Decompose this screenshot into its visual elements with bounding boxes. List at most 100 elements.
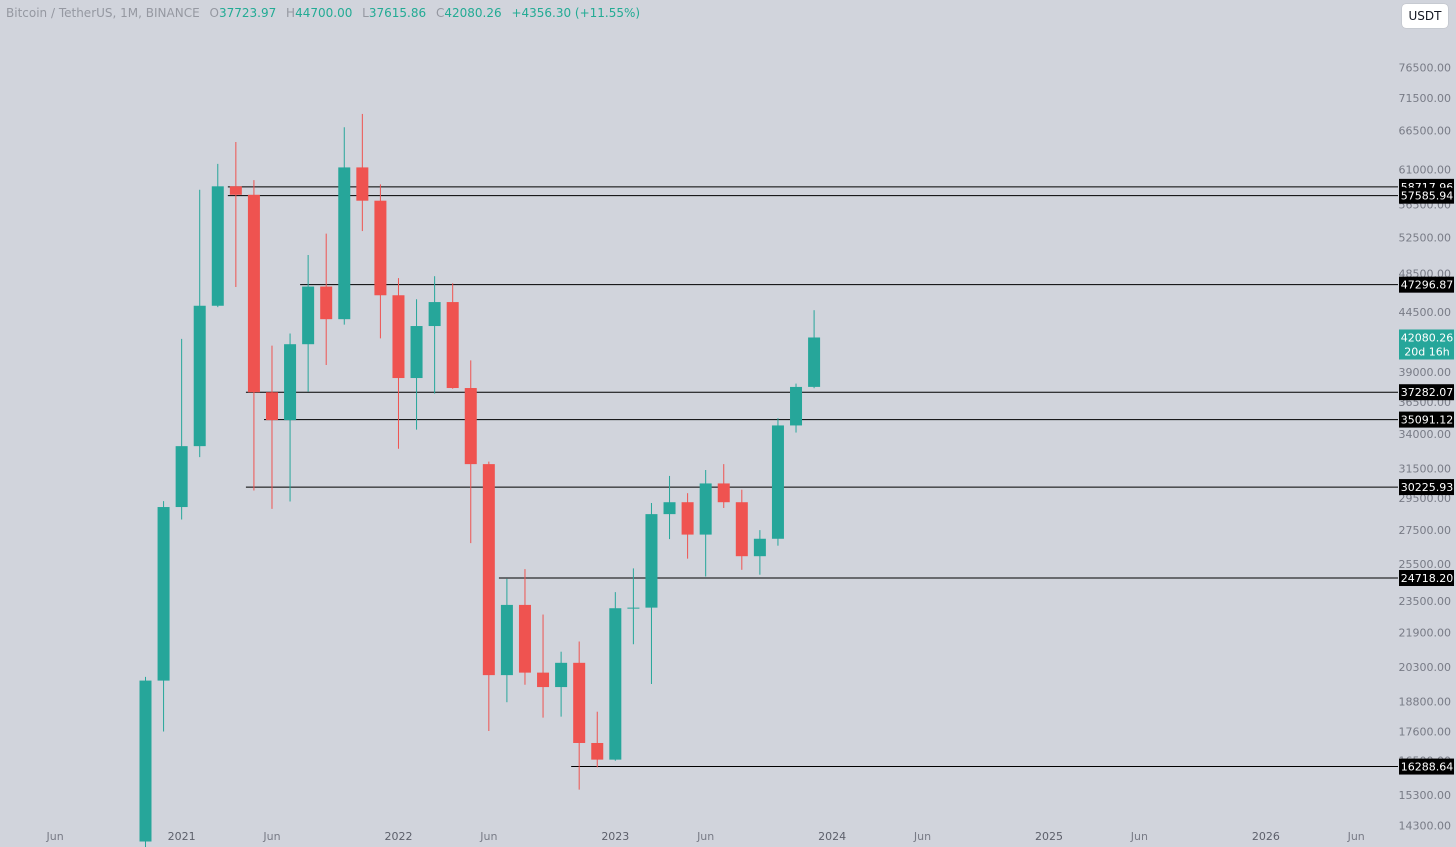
level-lines (227, 186, 1398, 768)
candle-body[interactable] (284, 344, 297, 421)
candle-body[interactable] (446, 302, 459, 389)
price-tick-label: 34000.00 (1399, 428, 1452, 441)
time-tick-label: Jun (913, 830, 931, 843)
candle-body[interactable] (356, 167, 369, 201)
candle-body[interactable] (157, 507, 170, 681)
candle-body[interactable] (681, 502, 694, 535)
level-price-badge (1399, 570, 1454, 587)
candle-body[interactable] (500, 604, 513, 676)
candle-body[interactable] (265, 392, 278, 421)
candle-body[interactable] (573, 662, 586, 743)
time-tick-label: 2021 (168, 830, 196, 843)
candle-body[interactable] (663, 502, 676, 515)
change-value: +4356.30 (+11.55%) (511, 6, 641, 20)
candle-body[interactable] (428, 302, 441, 327)
level-price-label: 24718.20 (1401, 572, 1454, 585)
candle-body[interactable] (320, 286, 333, 320)
price-badges: 58717.9657585.9447296.8737282.0735091.12… (1399, 178, 1454, 775)
candle-body[interactable] (464, 388, 477, 465)
price-tick-label: 15300.00 (1399, 789, 1452, 802)
symbol-title: Bitcoin / TetherUS, 1M, BINANCE (6, 6, 200, 20)
last-price-badge (1399, 329, 1454, 360)
candle-body[interactable] (211, 186, 224, 306)
price-tick-label: 76500.00 (1399, 61, 1452, 74)
price-tick-label: 44500.00 (1399, 306, 1452, 319)
time-tick-label: Jun (1130, 830, 1148, 843)
price-tick-label: 27500.00 (1399, 524, 1452, 537)
close-label: C (435, 6, 445, 20)
candle-body[interactable] (555, 662, 568, 688)
price-axis: 14300.0015300.0016500.0017600.0018800.00… (1399, 61, 1452, 832)
price-tick-label: 25500.00 (1399, 558, 1452, 571)
candle-body[interactable] (410, 326, 423, 379)
time-tick-label: 2026 (1252, 830, 1280, 843)
level-price-label: 30225.93 (1401, 481, 1454, 494)
candle-body[interactable] (247, 194, 260, 393)
level-price-badge (1399, 411, 1454, 428)
time-tick-label: 2023 (601, 830, 629, 843)
level-price-badge (1399, 187, 1454, 204)
time-tick-label: Jun (46, 830, 64, 843)
candle-body[interactable] (374, 200, 387, 296)
price-tick-label: 17600.00 (1399, 726, 1452, 739)
high-label: H (286, 6, 296, 20)
candle-body[interactable] (537, 672, 550, 688)
candle-body[interactable] (482, 464, 495, 676)
candle-body[interactable] (717, 483, 730, 503)
level-price-label: 35091.12 (1401, 414, 1454, 427)
candle-body[interactable] (771, 425, 784, 539)
time-tick-label: Jun (479, 830, 497, 843)
time-axis: Jun 2021 Jun 2022 Jun 2023 Jun 2024 Jun 2025 Jun 20… (46, 830, 1365, 843)
candle-body[interactable] (139, 680, 152, 842)
price-tick-label: 71500.00 (1399, 92, 1452, 105)
time-tick-label: 2022 (384, 830, 412, 843)
candle-body[interactable] (175, 446, 188, 508)
candle-body[interactable] (645, 514, 658, 608)
price-tick-label: 14300.00 (1399, 819, 1452, 832)
countdown-label: 20d 16h (1404, 345, 1449, 358)
candle-body[interactable] (591, 742, 604, 760)
candle-body[interactable] (302, 286, 315, 345)
open-label: O (209, 6, 219, 20)
last-price-label: 42080.26 (1401, 331, 1454, 344)
candle-body[interactable] (753, 538, 766, 557)
candle-body[interactable] (518, 604, 531, 673)
low-label: L (362, 6, 369, 20)
level-price-badge (1399, 384, 1454, 401)
candle-body[interactable] (808, 337, 821, 387)
candle-body[interactable] (392, 295, 405, 379)
candle-body[interactable] (790, 386, 803, 426)
candle-body[interactable] (627, 607, 640, 609)
price-tick-label: 21900.00 (1399, 627, 1452, 640)
candle-body[interactable] (609, 608, 622, 760)
close-value: 42080.26 (444, 6, 502, 20)
price-tick-label: 39000.00 (1399, 366, 1452, 379)
level-price-label: 16288.64 (1401, 761, 1454, 774)
time-tick-label: 2025 (1035, 830, 1063, 843)
chart-header: Bitcoin / TetherUS, 1M, BINANCE O37723.9… (6, 6, 640, 20)
time-tick-label: Jun (1347, 830, 1365, 843)
candle-body[interactable] (229, 186, 242, 195)
candles (139, 113, 821, 847)
candle-body[interactable] (699, 483, 712, 535)
time-tick-label: Jun (696, 830, 714, 843)
candle-body[interactable] (735, 502, 748, 557)
candle-body[interactable] (338, 167, 351, 320)
price-tick-label: 61000.00 (1399, 164, 1452, 177)
currency-unit-button[interactable]: USDT (1402, 4, 1448, 28)
price-tick-label: 20300.00 (1399, 661, 1452, 674)
level-price-label: 57585.94 (1401, 190, 1454, 203)
price-tick-label: 29500.00 (1399, 492, 1452, 505)
time-tick-label: 2024 (818, 830, 846, 843)
price-tick-label: 66500.00 (1399, 125, 1452, 138)
high-value: 44700.00 (295, 6, 353, 20)
open-value: 37723.97 (218, 6, 277, 20)
price-tick-label: 31500.00 (1399, 462, 1452, 475)
level-price-label: 47296.87 (1401, 279, 1454, 292)
time-tick-label: Jun (262, 830, 280, 843)
price-tick-label: 18800.00 (1399, 696, 1452, 709)
candle-body[interactable] (193, 305, 206, 447)
low-value: 37615.86 (368, 6, 427, 20)
level-price-badge (1399, 276, 1454, 293)
